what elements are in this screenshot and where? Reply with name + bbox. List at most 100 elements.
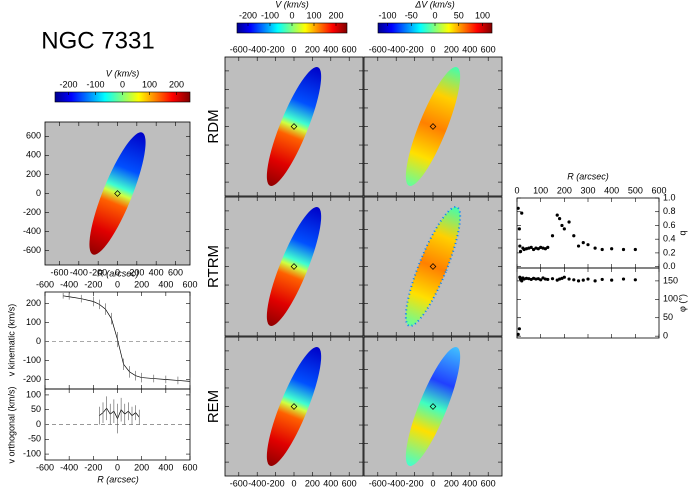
x-tick-label: 600 <box>481 44 496 54</box>
point <box>518 244 522 248</box>
y-tick-label: 0 <box>36 336 41 346</box>
colorbar-tick-label: 0 <box>289 10 294 20</box>
point <box>550 277 555 281</box>
x-tick-label: 400 <box>323 44 338 54</box>
point <box>546 245 550 250</box>
x-tick-label: 600 <box>481 478 496 488</box>
y-tick-label: 1.0 <box>663 192 676 202</box>
x-tick-label: -400 <box>60 279 78 289</box>
x-tick-label: -600 <box>50 267 68 277</box>
y-tick-label: -400 <box>23 226 41 236</box>
point <box>600 247 604 252</box>
row-label: RDM <box>205 109 222 143</box>
x-tick-label: 0 <box>291 478 296 488</box>
colorbar-tick-label: -200 <box>239 10 257 20</box>
center-marker <box>114 190 121 197</box>
x-tick-label: 200 <box>305 44 320 54</box>
point <box>581 278 585 282</box>
colorbar-tick-label: 200 <box>169 79 184 89</box>
y-axis-title: v kinematic (km/s) <box>6 304 16 377</box>
y-tick-label: -50 <box>28 434 41 444</box>
point <box>600 277 604 282</box>
point <box>529 245 533 250</box>
x-tick-label: 100 <box>533 185 548 195</box>
colorbar-tick-label: -100 <box>378 10 396 20</box>
x-tick-label: 600 <box>182 462 197 472</box>
y-tick-label: 400 <box>26 150 41 160</box>
colorbar-tick-label: 100 <box>475 10 490 20</box>
point <box>572 278 576 282</box>
x-tick-label: -400 <box>70 267 88 277</box>
x-tick-label: -600 <box>230 44 248 54</box>
x-tick-label: 600 <box>342 44 357 54</box>
galaxy-map <box>266 346 322 467</box>
x-tick-label: 200 <box>444 44 459 54</box>
x-tick-label: 0 <box>115 267 120 277</box>
point <box>546 277 550 282</box>
center-marker <box>429 403 437 410</box>
y-tick-label: 50 <box>663 312 673 322</box>
point <box>576 279 581 283</box>
x-axis-title: R (arcsec) <box>97 268 139 278</box>
point <box>555 213 559 217</box>
x-tick-label: -600 <box>369 478 387 488</box>
curve <box>99 407 140 420</box>
x-tick-label: 0 <box>115 462 120 472</box>
x-tick-label: 0 <box>514 185 519 195</box>
point <box>633 247 637 252</box>
center-marker <box>290 123 298 130</box>
y-tick-label: 0 <box>36 188 41 198</box>
point <box>562 227 566 231</box>
colorbar-tick-label: 0 <box>120 79 125 89</box>
y-tick-label: 0 <box>663 331 668 341</box>
x-tick-label: -400 <box>248 44 266 54</box>
point <box>560 223 564 228</box>
x-tick-label: -600 <box>369 44 387 54</box>
point <box>567 277 571 281</box>
y-tick-label: 600 <box>26 131 41 141</box>
galaxy-map <box>405 66 461 187</box>
colorbar-label: V (km/s) <box>106 68 140 78</box>
point <box>586 277 590 281</box>
point <box>633 278 637 282</box>
point <box>516 206 520 210</box>
point <box>517 327 521 331</box>
colorbar-tick-label: 100 <box>306 10 321 20</box>
y-tick-label: 0.8 <box>663 206 676 216</box>
x-tick-label: 400 <box>462 44 477 54</box>
x-tick-label: 200 <box>305 478 320 488</box>
y-tick-label: -100 <box>23 355 41 365</box>
x-tick-label: -400 <box>387 44 405 54</box>
y-tick-label: -200 <box>23 374 41 384</box>
point <box>550 234 555 238</box>
x-tick-label: -200 <box>84 279 102 289</box>
center-marker <box>290 403 298 410</box>
colorbar-label: V (km/s) <box>275 0 309 9</box>
point <box>576 244 581 248</box>
y-tick-label: 0.4 <box>663 234 676 244</box>
point <box>543 247 548 251</box>
y-tick-label: -200 <box>23 207 41 217</box>
galaxy-map <box>405 206 461 327</box>
colorbar-tick-label: -200 <box>59 79 77 89</box>
x-tick-label: 500 <box>628 185 643 195</box>
center-marker <box>429 263 437 270</box>
y-tick-label: 100 <box>663 294 678 304</box>
x-tick-label: 600 <box>182 279 197 289</box>
x-tick-label: 600 <box>342 478 357 488</box>
x-tick-label: 600 <box>168 267 183 277</box>
y-tick-label: 100 <box>26 389 41 399</box>
x-tick-label: 600 <box>651 185 666 195</box>
x-tick-label: -200 <box>267 44 285 54</box>
x-tick-label: -200 <box>89 267 107 277</box>
point <box>586 243 590 247</box>
colorbar-tick-label: 200 <box>328 10 343 20</box>
point <box>543 277 548 281</box>
figure-title: NGC 7331 <box>41 27 154 54</box>
point <box>536 247 540 251</box>
x-tick-label: 400 <box>158 462 173 472</box>
x-tick-label: 300 <box>580 185 595 195</box>
colorbar-tick-label: -100 <box>86 79 104 89</box>
galaxy-map <box>89 132 146 255</box>
